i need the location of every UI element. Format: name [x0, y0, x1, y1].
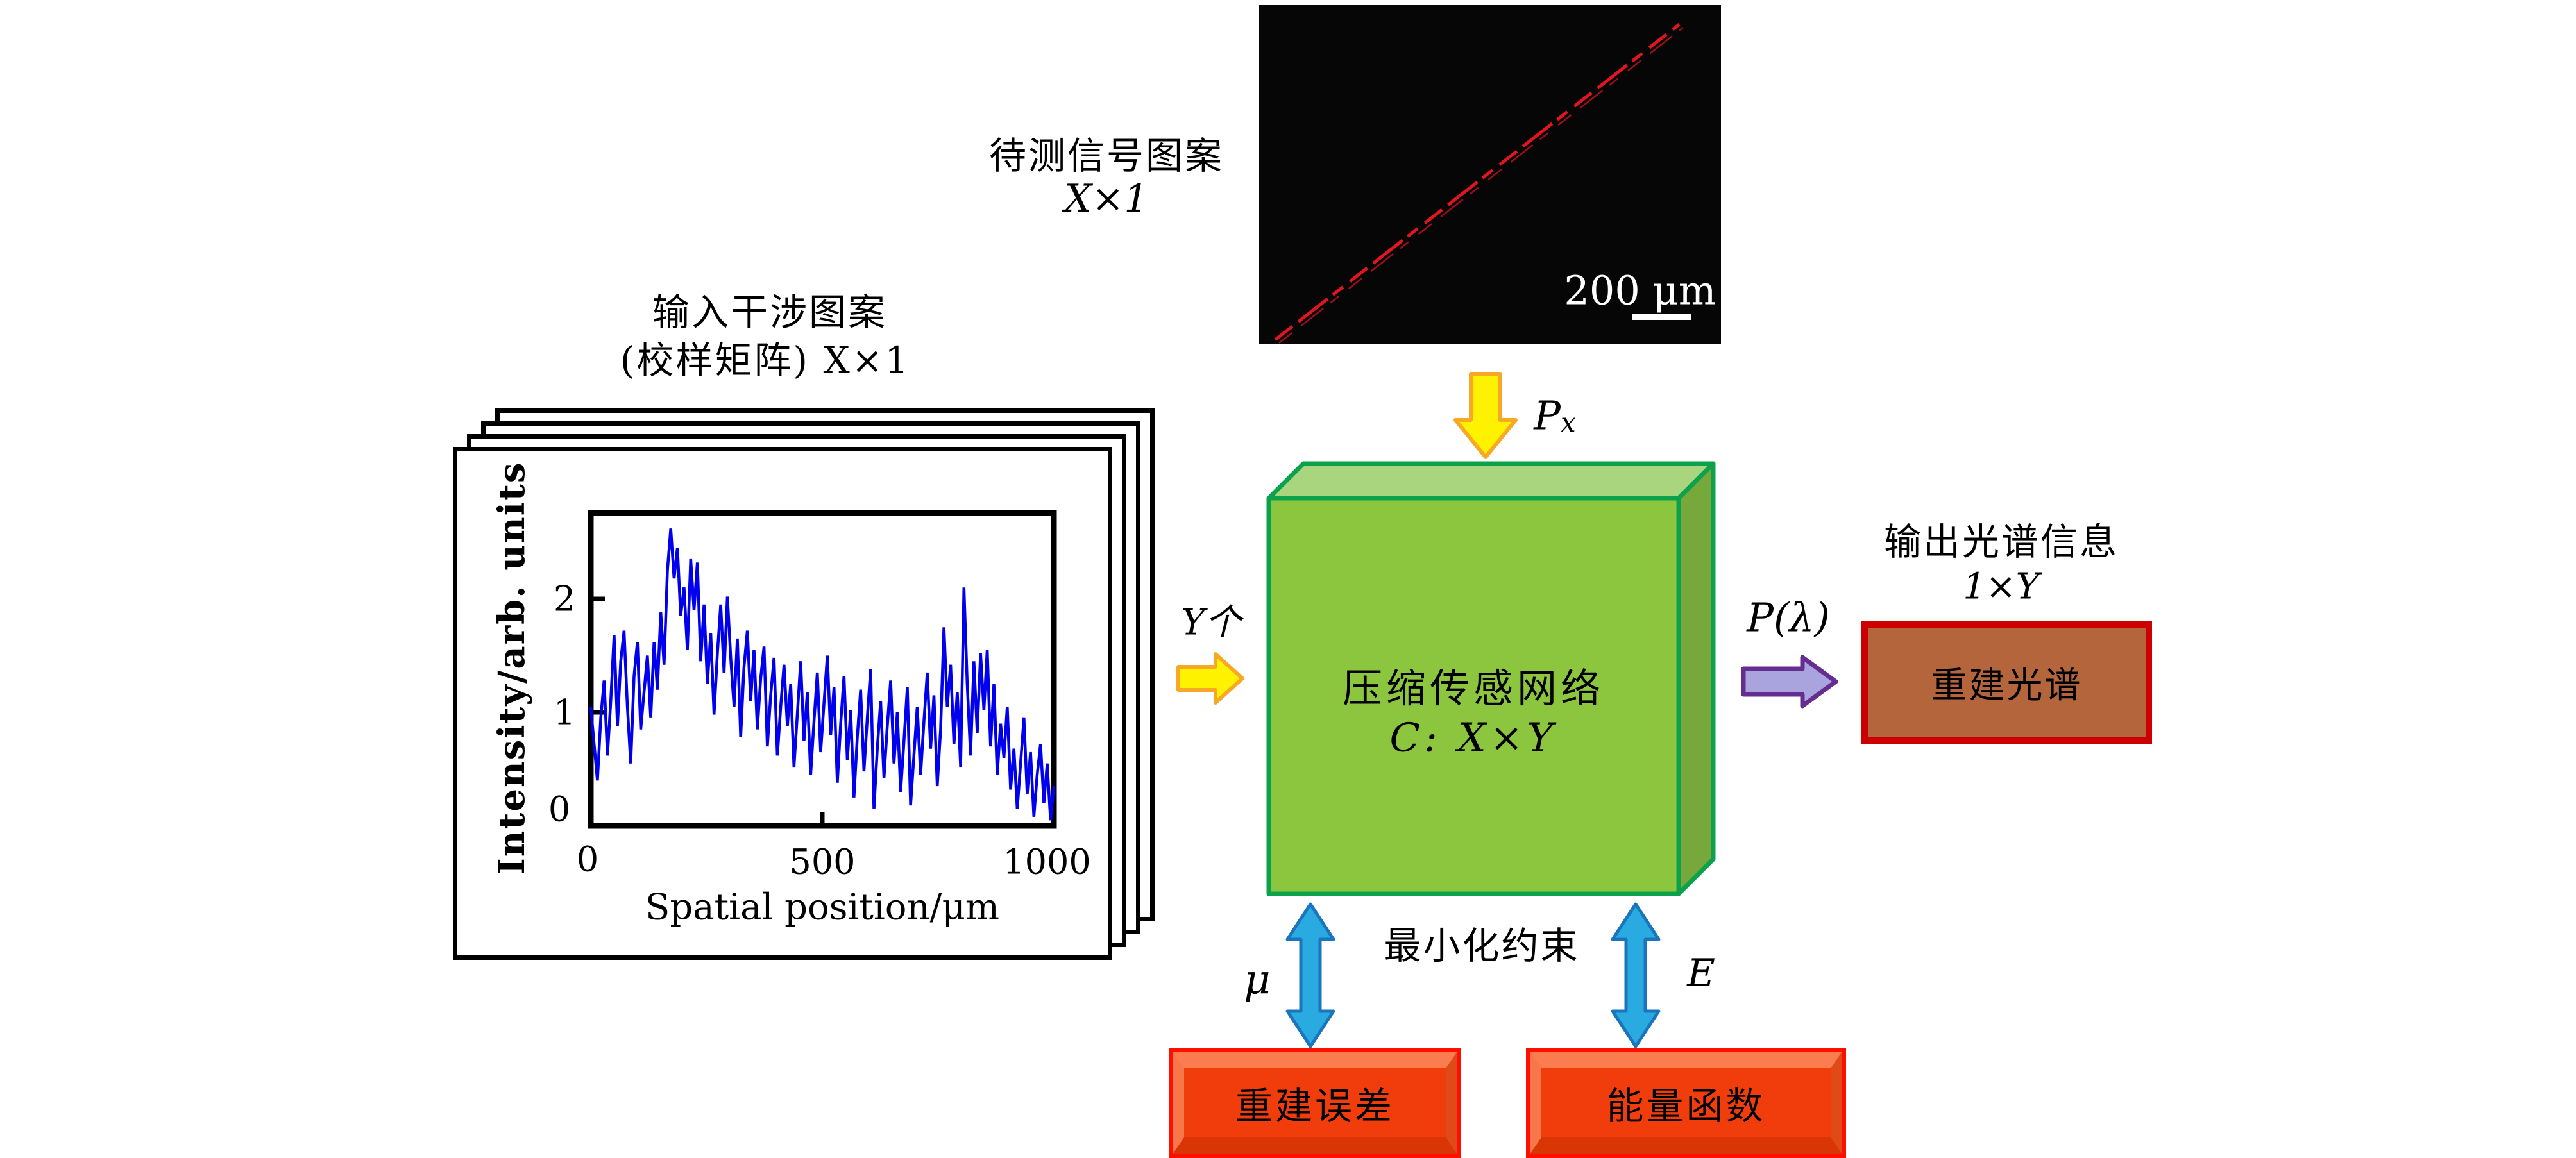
yellow-right-arrow [1176, 652, 1244, 705]
mu-label: μ [1244, 956, 1271, 1003]
stack-panel-front [453, 447, 1112, 960]
signal-pattern-label-line2: X×1 [1064, 176, 1149, 221]
yellow-down-arrow [1453, 372, 1518, 459]
reconstructed-spectrum-box: 重建光谱 [1861, 621, 2152, 744]
reconstruction-error-box: 重建误差 [1169, 1048, 1461, 1158]
ytick-0: 0 [548, 789, 571, 830]
xtick-1000: 1000 [1003, 841, 1091, 882]
energy-box-label: 能量函数 [1606, 1084, 1766, 1128]
red-diagonal-signal [1274, 23, 1684, 344]
ytick-1: 1 [553, 692, 576, 733]
e-label: E [1687, 951, 1715, 996]
scalebar [1632, 314, 1691, 320]
network-label-line1: 压缩传感网络 [1342, 665, 1605, 712]
xtick-500: 500 [789, 841, 856, 882]
plot-xlabel: Spatial position/μm [645, 886, 999, 928]
p-lambda-label: P(λ) [1747, 594, 1830, 641]
signal-pattern-image: 200 μm [1259, 5, 1721, 344]
scalebar-label: 200 μm [1564, 267, 1716, 314]
output-label-line2: 1×Y [1963, 566, 2040, 608]
output-label-line1: 输出光谱信息 [1883, 520, 2119, 564]
input-stack-label-line1: 输入干涉图案 [652, 290, 888, 334]
px-label: Px [1534, 392, 1575, 439]
network-label-line2: C: X×Y [1389, 714, 1557, 761]
px-symbol: P [1534, 392, 1561, 439]
purple-right-arrow [1741, 655, 1838, 709]
error-box-label: 重建误差 [1235, 1084, 1394, 1128]
blue-double-arrow-mu [1285, 902, 1335, 1048]
px-subscript: x [1561, 407, 1576, 439]
y-count-label: Y个 [1181, 601, 1241, 644]
signal-pattern-label-line1: 待测信号图案 [988, 134, 1224, 178]
ytick-2: 2 [553, 578, 576, 619]
energy-function-box: 能量函数 [1526, 1048, 1846, 1158]
blue-double-arrow-e [1611, 902, 1661, 1048]
xtick-0: 0 [576, 839, 599, 880]
input-stack-label-line2: (校样矩阵) X×1 [620, 339, 911, 382]
plot-ylabel: Intensity/arb. units [491, 461, 533, 875]
min-constraint-label: 最小化约束 [1384, 924, 1580, 968]
output-box-label: 重建光谱 [1931, 665, 2083, 707]
